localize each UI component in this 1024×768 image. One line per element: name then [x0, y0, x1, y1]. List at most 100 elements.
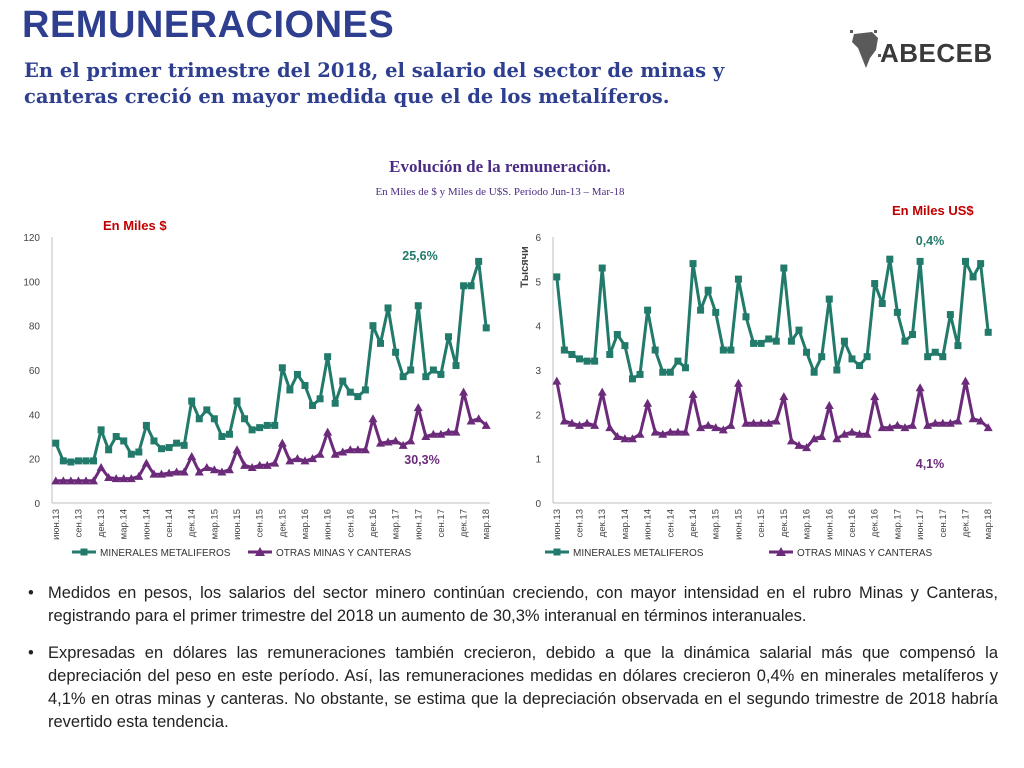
data-point-otras: [643, 398, 653, 407]
data-point-otras: [832, 434, 842, 443]
y-axis-title: Тысячи: [519, 246, 531, 288]
page-subtitle: En el primer trimestre del 2018, el sala…: [24, 59, 725, 108]
data-point-minerales: [840, 337, 848, 345]
data-point-minerales: [271, 421, 279, 429]
logo-text: ABECEB: [880, 38, 993, 68]
x-tick-label: дек.13: [597, 509, 608, 537]
data-point-otras: [847, 427, 857, 436]
data-point-minerales: [659, 368, 667, 376]
data-point-otras: [711, 423, 721, 432]
data-point-minerales: [962, 257, 970, 265]
x-tick-label: июн.17: [413, 509, 424, 540]
data-point-minerales: [954, 342, 962, 350]
y-tick-label: 5: [535, 277, 541, 288]
legend-marker: [80, 548, 88, 556]
data-point-minerales: [460, 282, 468, 290]
data-point-minerales: [384, 304, 392, 312]
data-point-minerales: [188, 397, 196, 405]
data-point-otras: [855, 429, 865, 438]
data-point-minerales: [286, 386, 294, 394]
x-tick-label: мар.17: [391, 509, 402, 539]
data-point-minerales: [74, 457, 82, 465]
data-point-minerales: [628, 375, 636, 383]
legend-marker: [255, 547, 265, 556]
series-line-otras: [555, 379, 990, 450]
data-point-minerales: [52, 439, 60, 447]
bullet-item: • Medidos en pesos, los salarios del sect…: [26, 582, 998, 628]
figure-subtitle: En Miles de $ y Miles de U$S. Período Ju…: [375, 186, 625, 198]
data-point-minerales: [158, 445, 165, 453]
data-point-minerales: [613, 331, 621, 339]
data-point-otras: [285, 456, 295, 465]
y-tick-label: 3: [535, 366, 541, 377]
data-point-otras: [406, 436, 416, 445]
data-point-otras: [605, 423, 615, 432]
data-point-otras: [945, 418, 955, 427]
data-point-minerales: [697, 306, 705, 314]
data-point-minerales: [210, 415, 218, 423]
legend-marker: [776, 547, 786, 556]
y-tick-label: 6: [535, 233, 541, 244]
data-point-minerales: [780, 264, 788, 272]
data-point-otras: [658, 429, 668, 438]
x-tick-label: дек.17: [961, 509, 972, 537]
data-point-minerales: [422, 373, 430, 381]
data-point-otras: [443, 427, 453, 436]
data-point-otras: [224, 465, 234, 474]
data-point-otras: [51, 476, 61, 485]
data-point-otras: [172, 467, 182, 476]
data-point-otras: [749, 418, 759, 427]
data-point-minerales: [377, 339, 384, 347]
data-point-otras: [590, 420, 600, 429]
x-tick-label: дек.16: [368, 509, 379, 537]
data-point-minerales: [803, 348, 811, 356]
right-panel-label: En Miles US$: [892, 203, 974, 218]
y-tick-label: 0: [535, 499, 541, 510]
data-point-otras: [209, 465, 219, 474]
data-point-otras: [892, 420, 902, 429]
data-point-otras: [756, 418, 766, 427]
data-point-otras: [383, 437, 393, 446]
data-point-minerales: [666, 368, 674, 376]
legend-marker: [553, 548, 561, 556]
x-tick-label: мар.18: [481, 509, 492, 539]
x-tick-label: мар.16: [300, 509, 311, 539]
data-point-otras: [961, 376, 971, 385]
data-point-otras: [764, 418, 774, 427]
data-point-otras: [703, 420, 713, 429]
y-tick-label: 4: [535, 322, 541, 333]
data-point-otras: [398, 440, 408, 449]
data-point-minerales: [689, 260, 697, 268]
data-point-otras: [255, 460, 265, 469]
data-point-otras: [779, 392, 789, 401]
data-point-otras: [466, 416, 476, 425]
data-point-minerales: [120, 437, 128, 445]
series-line-minerales: [54, 259, 488, 464]
data-point-minerales: [127, 450, 135, 458]
data-point-minerales: [560, 346, 568, 354]
legend-label: OTRAS MINAS Y CANTERAS: [276, 548, 412, 559]
data-point-otras: [376, 438, 385, 447]
x-tick-label: мар.14: [119, 509, 130, 539]
data-point-otras: [58, 476, 68, 485]
data-point-otras: [673, 427, 683, 436]
data-point-minerales: [765, 335, 773, 343]
x-tick-label: июн.16: [824, 509, 835, 540]
data-point-minerales: [105, 446, 113, 454]
y-tick-label: 100: [23, 277, 40, 288]
data-point-otras: [360, 445, 370, 454]
series-line-minerales: [555, 257, 990, 381]
data-point-minerales: [278, 364, 286, 372]
data-point-minerales: [742, 313, 750, 321]
data-point-minerales: [848, 355, 856, 363]
data-point-minerales: [931, 348, 939, 356]
abeceb-logo-icon: [850, 30, 881, 68]
data-point-minerales: [772, 337, 780, 345]
data-point-minerales: [225, 430, 233, 438]
x-tick-label: дек.17: [459, 509, 470, 537]
figure-title: Evolución de la remuneración.: [389, 157, 611, 176]
data-point-minerales: [924, 353, 932, 361]
x-tick-label: июн.13: [552, 509, 563, 540]
data-point-minerales: [165, 444, 173, 452]
